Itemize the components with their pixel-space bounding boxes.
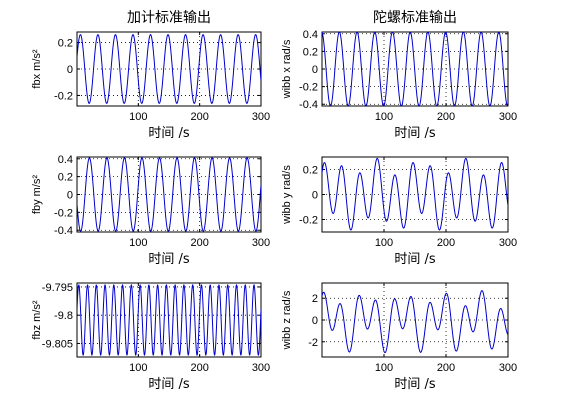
x-tick-label: 300 [252,362,270,374]
y-tick-label: -9.805 [42,338,73,350]
y-tick-label: 0 [312,64,318,76]
x-tick-label: 100 [375,237,393,249]
x-axis-label: 时间 /s [148,252,190,267]
y-tick-label: -0.2 [299,82,318,94]
y-axis-label: wibb x rad/s [281,39,293,99]
y-tick-label: 0 [67,64,73,76]
x-axis-label: 时间 /s [394,252,436,267]
x-tick-label: 100 [375,362,393,374]
series-line-1 [322,290,508,354]
x-tick-label: 200 [437,111,455,123]
x-axis-label: 时间 /s [148,126,190,141]
y-tick-label: 0.2 [58,38,73,50]
subplot-2: 100 200 300 0.4 0.2 0 -0.2 -0.4 时间 /s wibb x rad/… [281,29,517,141]
y-tick-label: 0 [67,190,73,202]
y-axis-label: wibb y rad/s [281,165,293,225]
y-tick-label: -0.2 [299,215,318,227]
column-title-2: 陀螺标准输出 [373,10,457,26]
subplot-6: 100 200 300 2 0 -2 时间 /s wibb z rad/s [281,282,517,392]
y-tick-label: -9.8 [54,310,73,322]
y-tick-label: 0.2 [303,46,318,58]
y-tick-label: -0.2 [54,207,73,219]
x-tick-label: 300 [499,362,517,374]
x-tick-label: 200 [437,237,455,249]
y-tick-label: 0.4 [303,29,318,41]
x-axis-label: 时间 /s [394,126,436,141]
x-tick-label: 200 [190,237,208,249]
y-axis-label: fby m/s² [31,175,43,214]
series-line-1 [322,32,508,106]
series-line-1 [77,157,261,232]
x-tick-label: 200 [190,362,208,374]
series-line-1 [77,283,261,357]
y-axis-label: wibb z rad/s [281,290,293,350]
x-tick-label: 300 [252,111,270,123]
y-tick-label: 0.2 [58,172,73,184]
y-tick-label: 0.4 [58,154,73,166]
y-tick-label: -9.795 [42,282,73,294]
x-tick-label: 300 [499,111,517,123]
y-tick-label: -0.2 [54,90,73,102]
x-tick-label: 200 [437,362,455,374]
subplot-5: 100 200 300 -9.795 -9.8 -9.805 时间 /s fbz m/s² [31,282,270,392]
y-tick-label: -0.4 [299,99,318,111]
series-line-1 [77,34,261,104]
y-tick-label: 0.2 [303,165,318,177]
y-axis-label: fbz m/s² [31,300,43,339]
y-tick-label: 2 [312,293,318,305]
x-axis-label: 时间 /s [148,377,190,392]
subplot-3: 100 200 300 0.4 0.2 0 -0.2 -0.4 时间 /s fby m/s² [31,154,270,267]
y-tick-label: -2 [308,337,318,349]
series-line-1 [322,157,508,231]
x-tick-label: 200 [190,111,208,123]
x-tick-label: 100 [375,111,393,123]
y-axis-label: fbx m/s² [31,49,43,88]
x-axis-label: 时间 /s [394,377,436,392]
y-tick-label: 0 [312,190,318,202]
x-tick-label: 100 [129,237,147,249]
x-tick-label: 100 [129,362,147,374]
x-tick-label: 100 [129,111,147,123]
subplot-1: 100 200 300 0.2 0 -0.2 时间 /s fbx m/s² [31,31,270,141]
y-tick-label: 0 [312,315,318,327]
x-tick-label: 300 [499,237,517,249]
y-tick-label: -0.4 [54,225,73,237]
column-title-1: 加计标准输出 [127,10,211,26]
x-tick-label: 300 [252,237,270,249]
subplot-4: 100 200 300 0.2 0 -0.2 时间 /s wibb y rad/s [281,156,517,267]
